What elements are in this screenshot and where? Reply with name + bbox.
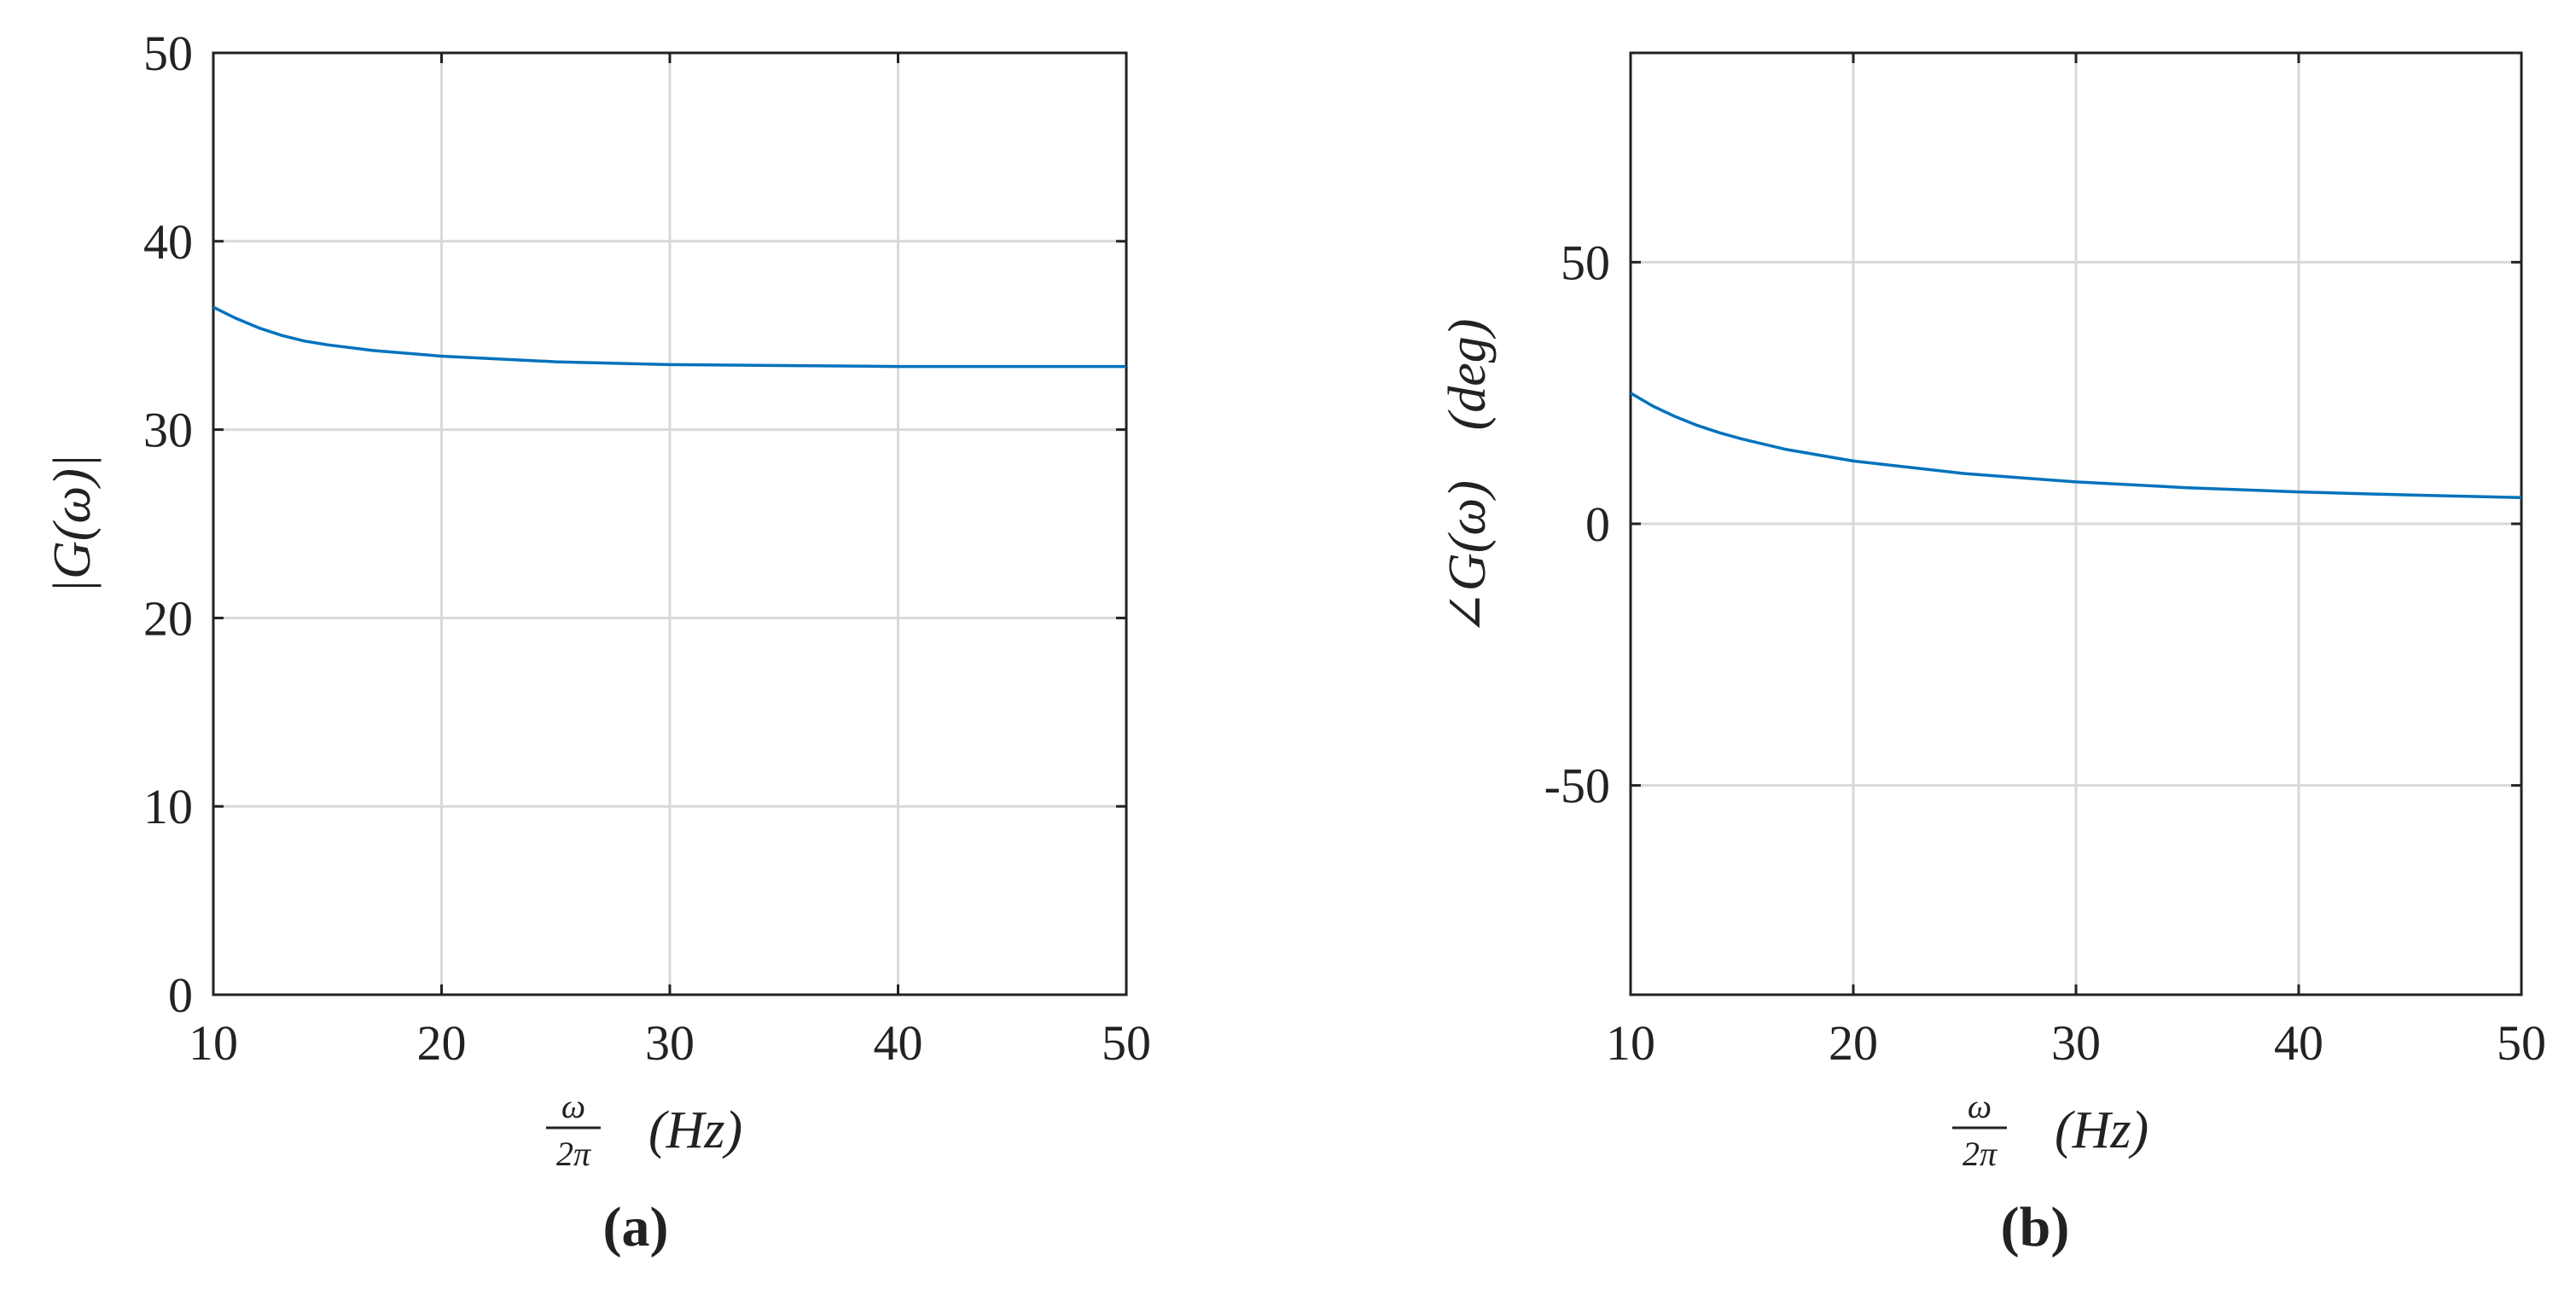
panel-b-ylabel-unit: (deg)	[1439, 319, 1497, 431]
panel-a-y-tick-label: 0	[168, 967, 193, 1023]
panel-b-xlabel-denominator: 2π	[1963, 1135, 1997, 1173]
panel-a-x-tick-label: 40	[874, 1015, 923, 1071]
panel-b-series	[1630, 392, 2522, 500]
panel-b-x-tick-label: 50	[2497, 1015, 2546, 1071]
panel-b-ylabel-main: ∠G(ω)	[1439, 480, 1497, 636]
panel-b-x-tick-label: 40	[2274, 1015, 2323, 1071]
panel-b: 10 20 30 40 50 -50 0 50 ∠G(ω) (deg) ω 2π (Hz) (…	[1439, 51, 2546, 1258]
panel-a-series	[212, 305, 1126, 369]
panel-b-y-tick-label: 0	[1585, 497, 1610, 552]
panel-a-label: (a)	[603, 1196, 669, 1258]
panel-b-ylabel: ∠G(ω) (deg)	[1439, 319, 1497, 636]
panel-a-series-line	[212, 305, 1126, 369]
panel-a-xlabel-unit: (Hz)	[648, 1101, 742, 1159]
panel-a-xlabel: ω 2π (Hz)	[546, 1087, 742, 1173]
panel-b-xlabel-unit: (Hz)	[2055, 1101, 2149, 1159]
panel-b-label: (b)	[2001, 1196, 2070, 1258]
panel-b-grid	[1631, 53, 2521, 995]
panel-a-x-tick-label: 50	[1102, 1015, 1151, 1071]
panel-a-y-tick-label: 30	[143, 403, 193, 458]
panel-b-x-tick-label: 10	[1606, 1015, 1655, 1071]
panel-b-x-tick-label: 30	[2051, 1015, 2101, 1071]
panel-a-y-tick-label: 40	[143, 214, 193, 270]
panel-b-xlabel-numerator: ω	[1968, 1087, 1992, 1125]
panel-b-y-tick-label: 50	[1561, 235, 1610, 290]
panel-b-ticks: 10 20 30 40 50 -50 0 50	[1544, 53, 2546, 1071]
panel-a-y-tick-label: 10	[143, 779, 193, 834]
panel-a-grid	[213, 53, 1126, 995]
panel-b-xlabel: ω 2π (Hz)	[1952, 1087, 2149, 1173]
panel-a-ylabel: |G(ω)|	[44, 454, 102, 594]
panel-b-x-tick-label: 20	[1829, 1015, 1878, 1071]
panel-a-x-tick-label: 30	[645, 1015, 695, 1071]
panel-a-xlabel-denominator: 2π	[556, 1135, 591, 1173]
panel-a-x-tick-label: 10	[189, 1015, 238, 1071]
panel-a-y-tick-label: 50	[143, 26, 193, 81]
panel-a-xlabel-numerator: ω	[561, 1087, 585, 1125]
panel-b-y-tick-label: -50	[1544, 758, 1610, 814]
panel-b-series-line	[1630, 392, 2522, 500]
panel-a-x-tick-label: 20	[417, 1015, 467, 1071]
panel-a-y-tick-label: 20	[143, 590, 193, 646]
